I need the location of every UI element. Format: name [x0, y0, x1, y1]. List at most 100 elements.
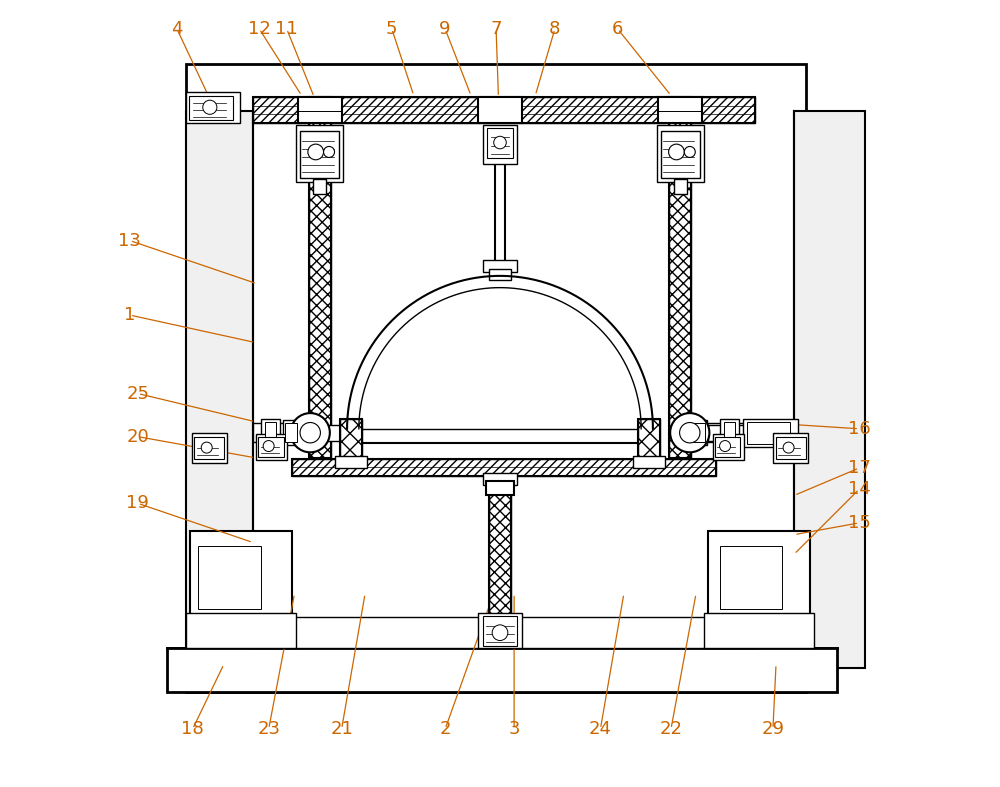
Bar [704, 613, 814, 648]
Circle shape [680, 423, 700, 443]
Text: 19: 19 [126, 494, 149, 512]
Circle shape [494, 136, 506, 149]
Bar [186, 613, 296, 648]
Bar [776, 437, 806, 459]
Circle shape [684, 146, 695, 157]
Text: 5: 5 [386, 20, 398, 38]
Bar [657, 125, 704, 182]
Bar [669, 97, 691, 458]
Bar [283, 420, 300, 445]
Bar [720, 419, 739, 447]
Bar [300, 131, 339, 178]
Bar [478, 97, 522, 123]
Bar [190, 530, 292, 617]
Text: 11: 11 [275, 20, 298, 38]
Bar [186, 64, 806, 692]
Bar [186, 111, 253, 668]
Bar [724, 422, 735, 444]
Text: 1: 1 [124, 306, 136, 324]
Bar [186, 91, 240, 123]
Text: 16: 16 [848, 419, 871, 438]
Bar [487, 128, 513, 158]
Bar [483, 474, 517, 486]
Bar [684, 423, 747, 442]
Bar [658, 97, 702, 123]
Bar [743, 419, 798, 447]
Bar [258, 438, 284, 457]
Text: 20: 20 [126, 427, 149, 445]
Text: 23: 23 [257, 720, 280, 738]
Bar [489, 476, 511, 617]
Bar [483, 124, 517, 164]
Bar [292, 459, 716, 476]
Text: 22: 22 [659, 720, 682, 738]
Circle shape [783, 442, 794, 453]
Text: 7: 7 [490, 20, 502, 38]
Bar [340, 419, 362, 459]
Text: 21: 21 [330, 720, 353, 738]
Bar [483, 616, 517, 646]
Circle shape [203, 100, 217, 114]
Bar [713, 434, 744, 460]
Text: 18: 18 [181, 720, 204, 738]
Circle shape [291, 413, 330, 453]
Bar [747, 422, 790, 444]
Circle shape [492, 625, 508, 641]
Text: 4: 4 [171, 20, 183, 38]
Text: 6: 6 [612, 20, 623, 38]
Bar [285, 423, 297, 442]
Text: 24: 24 [589, 720, 612, 738]
Bar [773, 433, 808, 463]
Text: 17: 17 [848, 459, 871, 477]
Text: 14: 14 [848, 480, 871, 498]
Bar [693, 423, 705, 442]
Circle shape [300, 423, 320, 443]
Bar [483, 260, 517, 272]
Bar [256, 434, 287, 460]
Bar [292, 459, 716, 476]
Bar [253, 97, 755, 123]
Bar [192, 433, 227, 463]
Bar [638, 419, 660, 459]
Bar [167, 648, 837, 692]
Text: 25: 25 [126, 385, 149, 402]
Bar [265, 422, 276, 444]
Bar [310, 425, 342, 441]
Bar [253, 423, 316, 442]
Circle shape [308, 144, 324, 160]
Bar [309, 97, 331, 458]
Bar [669, 97, 691, 458]
Bar [633, 456, 665, 468]
Bar [638, 419, 660, 459]
Circle shape [720, 441, 731, 452]
Text: 2: 2 [439, 720, 451, 738]
Bar [715, 438, 740, 457]
Bar [253, 617, 755, 648]
Bar [194, 437, 224, 459]
Circle shape [324, 146, 335, 157]
Bar [661, 131, 700, 178]
Bar [296, 125, 343, 182]
Text: 8: 8 [549, 20, 561, 38]
Text: 12: 12 [248, 20, 271, 38]
Bar [489, 269, 511, 280]
Circle shape [201, 442, 212, 453]
Circle shape [263, 441, 274, 452]
Bar [261, 419, 280, 447]
Bar [720, 546, 782, 609]
Bar [794, 111, 865, 668]
Bar [478, 613, 522, 648]
Bar [335, 456, 367, 468]
Bar [708, 425, 751, 441]
Text: 3: 3 [508, 720, 520, 738]
Circle shape [670, 413, 709, 453]
Text: 15: 15 [848, 514, 871, 532]
Circle shape [669, 144, 684, 160]
Text: 13: 13 [118, 231, 141, 249]
Bar [253, 97, 755, 123]
Bar [486, 482, 514, 496]
Text: 29: 29 [761, 720, 784, 738]
Bar [708, 530, 810, 617]
Bar [489, 476, 511, 617]
Bar [189, 96, 233, 120]
